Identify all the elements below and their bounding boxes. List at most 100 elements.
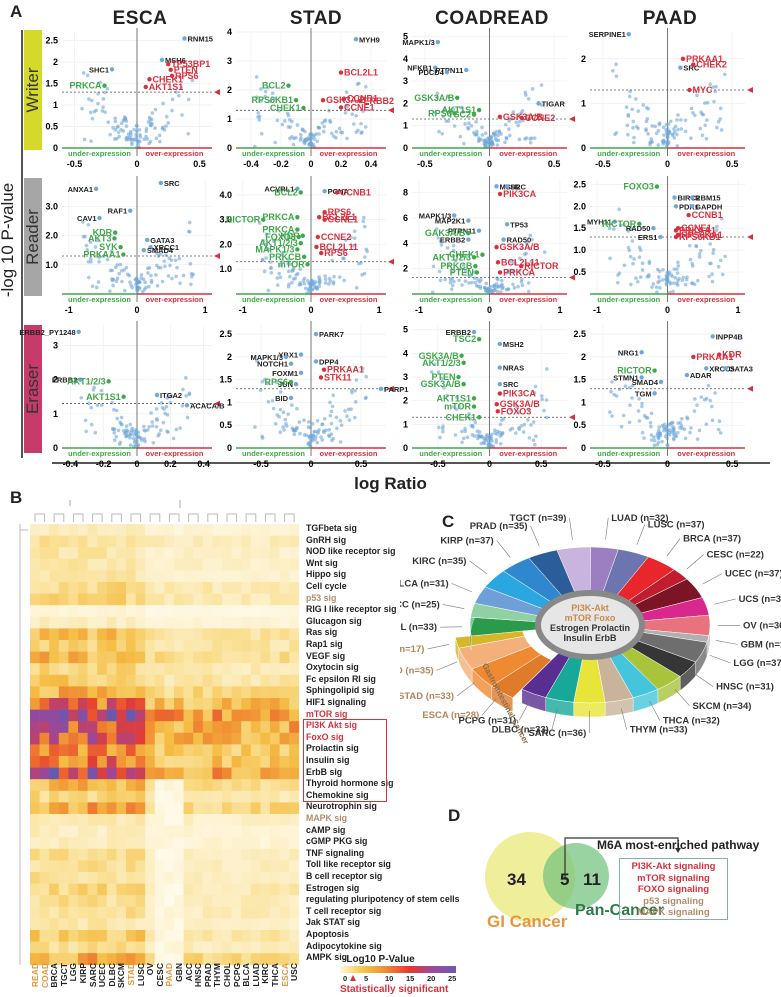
heatmap-cell [231,593,242,606]
gene-label: SRC [510,182,526,191]
heatmap-cell [279,906,290,919]
gene-label: GSK3A/B [414,93,455,103]
data-point [637,255,642,259]
heatmap-cell [154,593,165,606]
heatmap-cell [241,558,252,571]
heatmap-cell [183,941,194,954]
highlight-box [303,719,387,802]
gene-point [691,62,696,67]
gene-point [314,244,319,250]
heatmap-cell [241,918,252,931]
legend-tick: 0 [343,974,348,983]
heatmap-cell [174,930,184,942]
data-point [277,108,281,113]
gene-label: GSK3A/B [500,399,541,409]
data-point [338,440,343,444]
heatmap-cell [135,570,146,583]
gene-label: CCNB1 [347,94,378,104]
heatmap-cell [116,558,127,571]
data-point [153,126,157,130]
donut-leader-line [469,560,488,575]
heatmap-cell [78,837,88,850]
data-point [324,428,328,433]
data-point [119,127,123,132]
data-point [89,257,93,261]
data-point [719,216,724,221]
x-tick-label: 0 [665,459,670,469]
gene-label: STK11 [324,372,352,382]
heatmap-cell [97,779,108,792]
heatmap-cell [49,744,60,757]
data-point [254,75,259,79]
gene-point [168,67,173,73]
gene-point [501,237,506,242]
heatmap-cell [145,628,156,641]
gene-label: RPS6 [324,248,348,258]
donut-chart: TGCT (n=39) LUAD (n=32)LUSC (n=37)BRCA (n… [400,513,781,746]
data-point [135,123,139,128]
heatmap-cell [193,674,204,687]
data-point [474,120,478,124]
heatmap-cell [39,721,50,734]
heatmap-cell [68,848,79,861]
data-point [278,275,283,279]
heatmap-cell [279,767,290,780]
heatmap-cell [87,814,98,826]
x-tick-label: -0.2 [96,459,112,469]
heatmap-cell [231,605,242,618]
heatmap-row-label: NOD like receptor sig [306,546,396,557]
data-point [685,415,689,420]
heatmap-cell [116,651,127,664]
heatmap-cell [212,930,223,942]
data-point [363,396,368,401]
column-dendrogram [207,513,218,522]
over-expression-label: over-expression [499,295,557,304]
heatmap-cell [212,721,223,734]
data-point [650,124,654,128]
heatmap-cell [212,628,223,641]
data-point [331,281,336,286]
x-tick-label: 0.5 [193,159,206,169]
heatmap-cell [202,837,213,850]
y-tick-label: 3.0 [45,201,58,211]
data-point [278,430,283,435]
data-point [517,119,522,124]
data-point [309,439,313,443]
gene-point [637,221,642,227]
heatmap-cell [193,790,204,803]
heatmap-cell [87,779,98,792]
heatmap-cell [30,930,40,942]
heatmap-cell [241,547,252,560]
heatmap-cell [78,814,88,826]
heatmap-cell [164,930,175,942]
data-point [472,130,476,135]
data-point [521,430,526,434]
data-point [479,441,484,446]
heatmap-cell [68,616,79,629]
data-point [446,94,451,99]
heatmap-cell [241,930,252,942]
heatmap-cell [193,895,204,908]
gene-point [626,32,631,37]
heatmap-cell [202,732,213,745]
gene-label: BCL2 [262,81,286,91]
data-point [113,265,118,270]
heatmap-cell [106,848,117,861]
gene-label: mTOR [278,259,305,269]
data-point [494,138,499,142]
gene-label: MYH9 [359,35,380,44]
data-point [187,220,192,225]
heatmap-cell [30,825,40,838]
row-dendrogram [19,524,28,965]
heatmap-cell [183,616,194,629]
gene-point [341,96,347,101]
gene-point [147,77,152,82]
heatmap-cell [260,802,271,815]
heatmap-column-label: BLCA [241,963,252,987]
data-point [495,143,500,147]
data-point [467,281,471,285]
heatmap-cell [30,918,40,931]
heatmap-cell [222,930,232,942]
data-point [701,112,706,117]
data-point [429,370,434,374]
